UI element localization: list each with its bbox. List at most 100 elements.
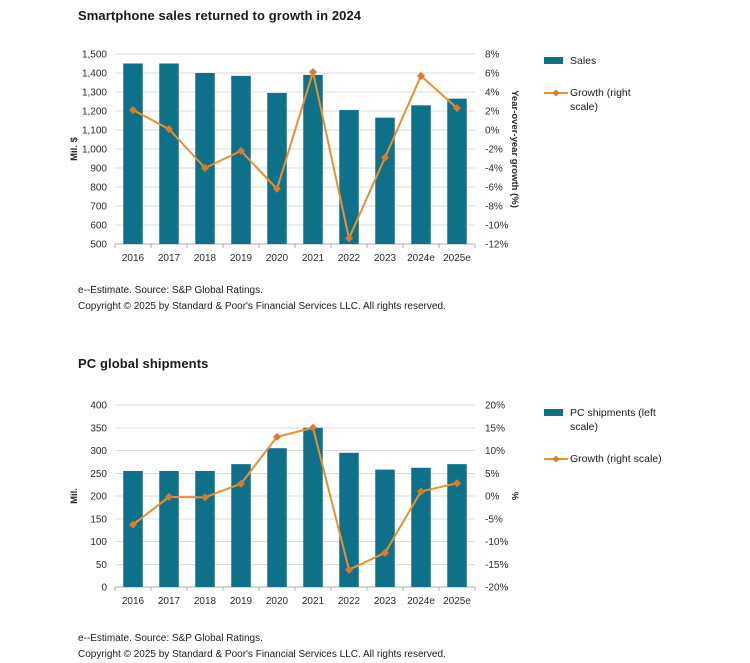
growth-point-2025e — [453, 104, 461, 113]
left-tick-label: 200 — [90, 492, 107, 503]
bar-2021 — [303, 427, 323, 587]
growth-point-2018 — [201, 493, 209, 502]
legend-label-pc-growth: Growth (right scale) — [570, 453, 662, 465]
left-tick-label: 50 — [96, 560, 108, 571]
right-tick-label: -4% — [485, 164, 503, 175]
growth-point-2016 — [129, 520, 137, 529]
left-tick-label: 350 — [90, 423, 107, 434]
x-category-label: 2023 — [374, 253, 397, 264]
bar-2016 — [123, 470, 143, 587]
growth-point-2024e — [417, 487, 425, 496]
left-tick-label: 0 — [101, 583, 107, 594]
growth-line — [132, 426, 458, 571]
left-tick-label: 150 — [90, 514, 107, 525]
footnote-copyright-line: Copyright © 2025 by Standard & Poor's Fi… — [78, 649, 446, 660]
smartphone-chart-legend: Sales Growth (right scale) — [544, 54, 674, 132]
footnote-source-line: e--Estimate. Source: S&P Global Ratings. — [78, 633, 263, 644]
growth-point-2023 — [381, 153, 389, 162]
bar-2018 — [195, 470, 215, 587]
right-tick-label: -15% — [485, 560, 508, 571]
right-tick-label: 15% — [485, 423, 505, 434]
growth-point-2023 — [381, 548, 389, 557]
right-tick-label: -12% — [485, 240, 508, 251]
right-tick-label: 2% — [485, 107, 500, 118]
right-tick-label: -20% — [485, 583, 508, 594]
right-tick-label: 8% — [485, 50, 500, 61]
right-tick-label: 0% — [485, 492, 500, 503]
pc-chart-title: PC global shipments — [78, 356, 209, 371]
x-category-label: 2023 — [374, 596, 397, 607]
right-tick-label: -10% — [485, 221, 508, 232]
growth-point-2020 — [273, 432, 281, 441]
left-tick-label: 300 — [90, 446, 107, 457]
right-tick-label: 0% — [485, 126, 500, 137]
x-category-label: 2025e — [443, 596, 471, 607]
left-tick-label: 900 — [90, 164, 107, 175]
x-category-label: 2020 — [266, 253, 289, 264]
bar-2022 — [339, 110, 359, 244]
growth-line — [132, 71, 458, 240]
bar-2019 — [231, 464, 251, 587]
bar-2020 — [267, 92, 287, 244]
right-axis-title: Year-over-year growth (%) — [509, 90, 520, 208]
growth-point-2025e — [453, 479, 461, 488]
legend-item-sales: Sales — [544, 54, 674, 68]
bar-2021 — [303, 74, 323, 245]
legend-label-growth: Growth (right scale) — [570, 87, 631, 113]
legend-item-pc-shipments: PC shipments (left scale) — [544, 406, 674, 434]
right-tick-label: 6% — [485, 69, 500, 80]
x-category-label: 2017 — [158, 596, 181, 607]
x-category-label: 2022 — [338, 596, 361, 607]
footnote-copyright-line: Copyright © 2025 by Standard & Poor's Fi… — [78, 301, 446, 312]
left-tick-label: 100 — [90, 537, 107, 548]
growth-point-2024e — [417, 71, 425, 80]
left-tick-label: 1,400 — [82, 69, 107, 80]
footnote-source-line: e--Estimate. Source: S&P Global Ratings. — [78, 285, 263, 296]
growth-point-2020 — [273, 184, 281, 193]
pc-chart-legend: PC shipments (left scale) Growth (right … — [544, 406, 674, 484]
growth-point-2022 — [345, 565, 353, 574]
right-axis-title: % — [509, 492, 520, 501]
bar-2018 — [195, 73, 215, 244]
left-tick-label: 1,200 — [82, 107, 107, 118]
smartphone-chart-plot: 1,500 1,400 1,300 1,200 1,100 1,000 900 800 700 6… — [69, 50, 520, 265]
bar-2017 — [159, 63, 179, 244]
legend-label-sales: Sales — [570, 55, 597, 67]
growth-point-2019 — [237, 479, 245, 488]
x-category-label: 2016 — [122, 596, 145, 607]
x-category-label: 2024e — [407, 253, 435, 264]
right-tick-label: -5% — [485, 514, 503, 525]
bar-2024e — [411, 467, 431, 587]
right-tick-label: 20% — [485, 401, 505, 412]
growth-point-2019 — [237, 146, 245, 155]
left-tick-label: 1,500 — [82, 50, 107, 61]
legend-item-pc-growth: Growth (right scale) — [544, 452, 674, 466]
right-tick-label: 5% — [485, 469, 500, 480]
bar-2024e — [411, 105, 431, 244]
x-category-label: 2018 — [194, 253, 217, 264]
bar-2019 — [231, 75, 251, 244]
growth-line-swatch-icon — [544, 89, 568, 97]
bar-2016 — [123, 63, 143, 244]
left-tick-label: 700 — [90, 202, 107, 213]
x-category-label: 2024e — [407, 596, 435, 607]
left-tick-label: 1,100 — [82, 126, 107, 137]
right-tick-label: -2% — [485, 145, 503, 156]
growth-point-2021 — [309, 68, 317, 77]
left-axis-title: Mil. — [69, 488, 80, 504]
x-category-label: 2025e — [443, 253, 471, 264]
left-tick-label: 500 — [90, 240, 107, 251]
right-tick-label: -6% — [485, 183, 503, 194]
growth-point-2017 — [165, 492, 173, 501]
x-category-label: 2021 — [302, 253, 325, 264]
left-tick-label: 600 — [90, 221, 107, 232]
growth-point-2017 — [165, 125, 173, 134]
x-category-label: 2019 — [230, 596, 253, 607]
pc-shipments-bar-swatch-icon — [544, 409, 563, 416]
x-category-label: 2016 — [122, 253, 145, 264]
bar-2017 — [159, 470, 179, 587]
pc-chart-footnote: e--Estimate. Source: S&P Global Ratings.… — [78, 631, 446, 663]
bar-2025e — [447, 464, 467, 587]
pc-chart-plot: 400 350 300 250 200 150 100 50 0 20% 15% 10% 5% 0% -5%… — [69, 401, 520, 608]
